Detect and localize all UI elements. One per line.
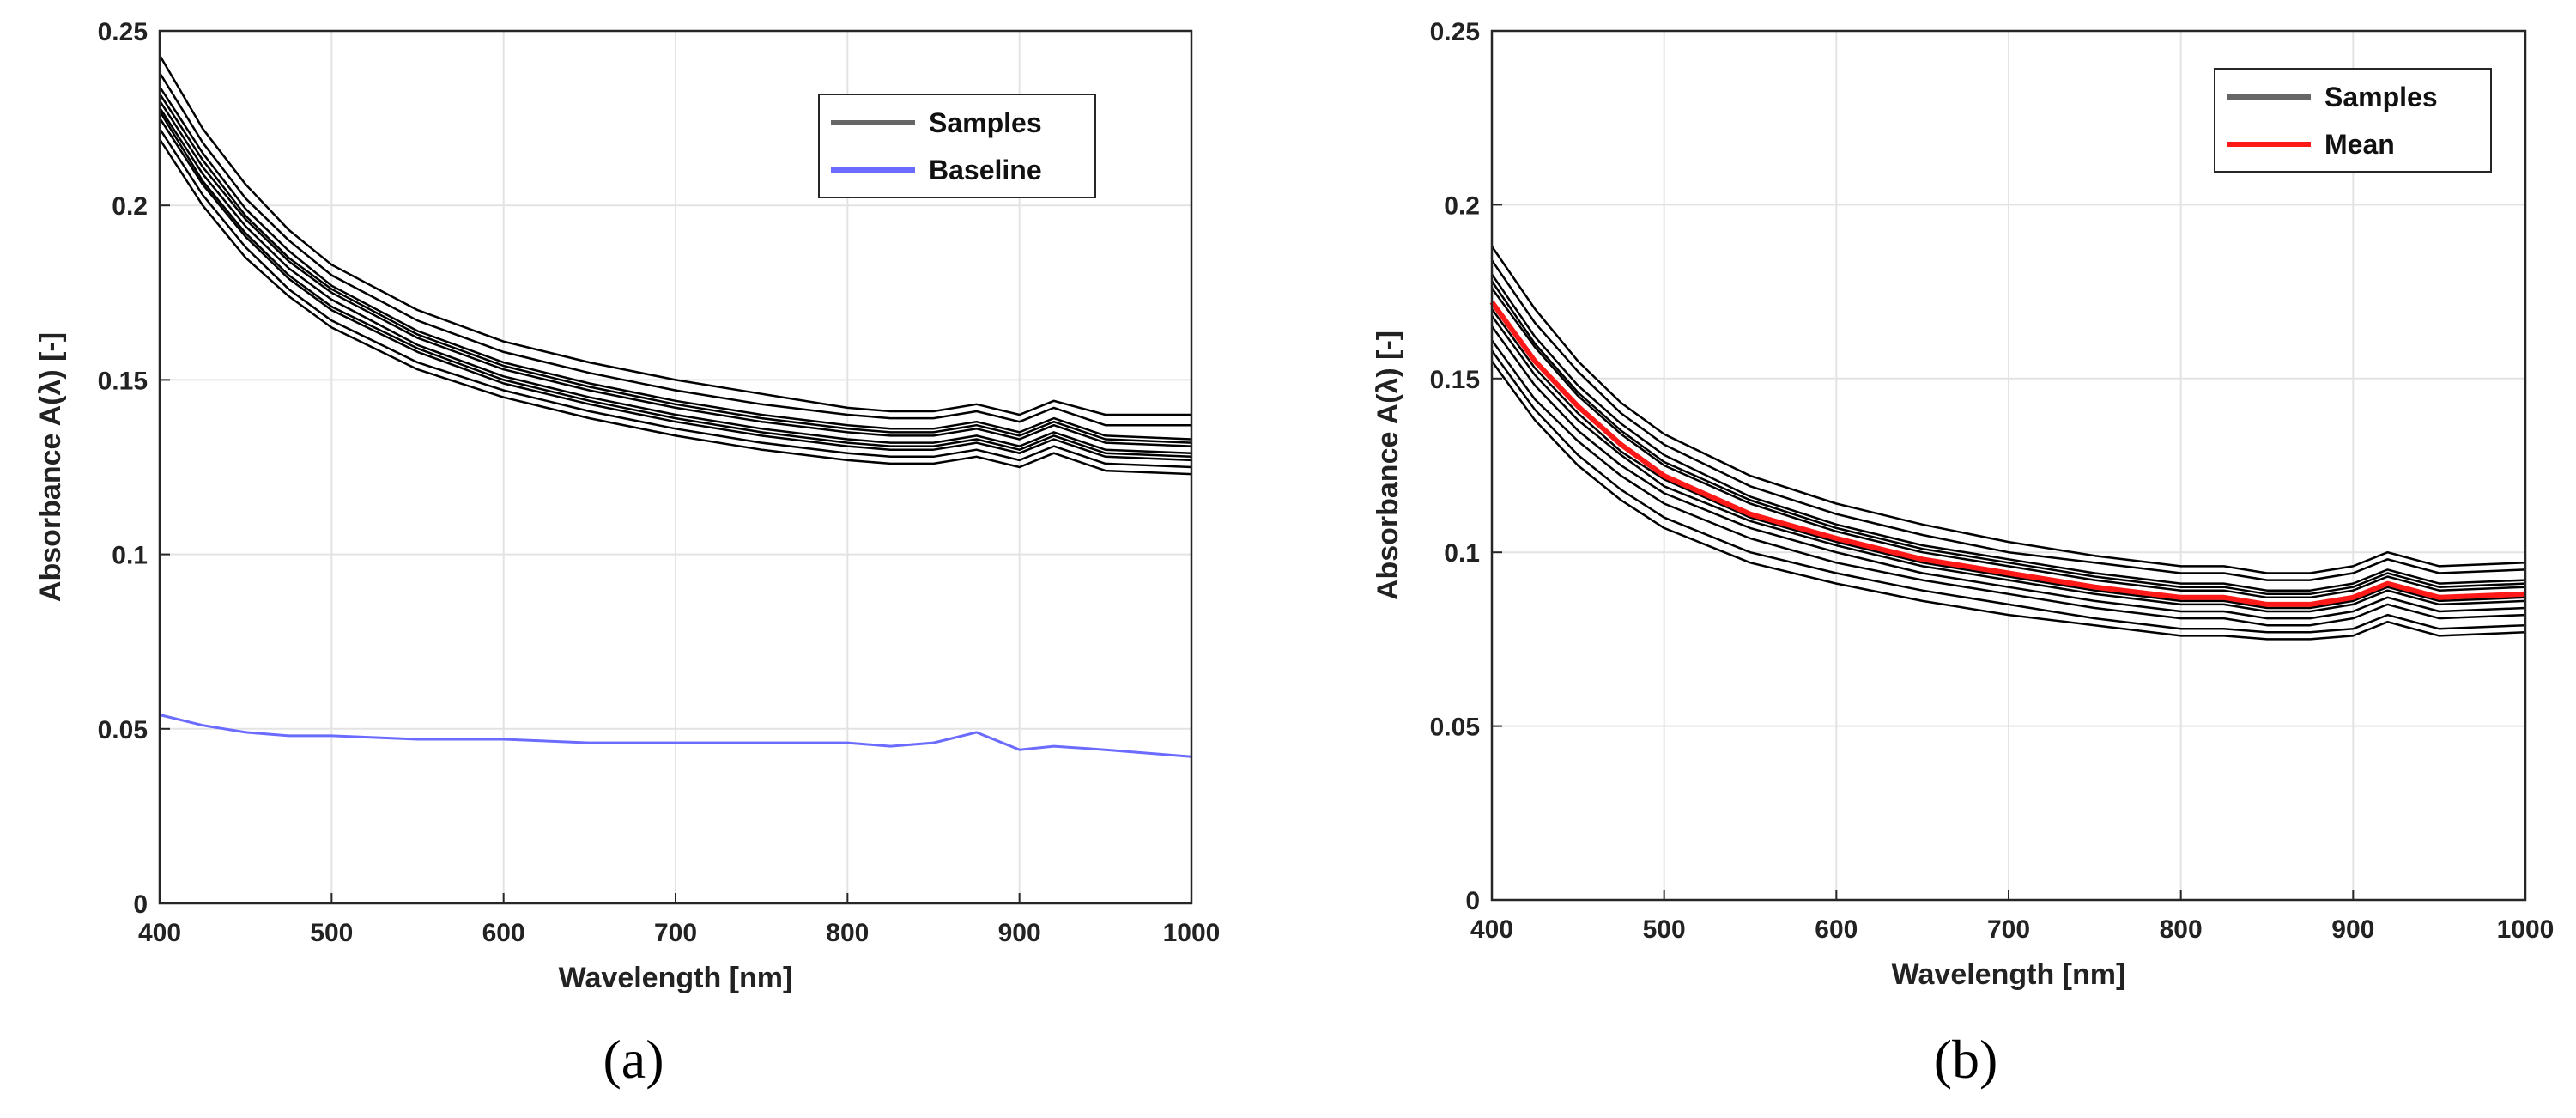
legend-entry-label: Baseline bbox=[929, 155, 1042, 185]
sample-line-8 bbox=[1490, 339, 2526, 627]
chart-panel-a: 400 500 600 700 800 900 1000 0 0.05 0.1 0.15 0.2 0.2… bbox=[34, 18, 1220, 1090]
x-tick-label: 500 bbox=[1643, 915, 1686, 944]
sample-line-3 bbox=[1490, 273, 2526, 592]
sample-line-6 bbox=[158, 117, 1192, 462]
x-tick-label: 400 bbox=[138, 919, 181, 947]
y-tick-label: 0.05 bbox=[98, 716, 148, 744]
sample-line-5 bbox=[158, 106, 1192, 454]
panel-label: (b) bbox=[1934, 1029, 1998, 1090]
sample-line-9 bbox=[1490, 349, 2526, 634]
baseline-line bbox=[159, 714, 1192, 758]
x-tick-label: 1000 bbox=[2497, 915, 2555, 944]
legend-entry-label: Samples bbox=[929, 107, 1042, 138]
x-tick-label: 600 bbox=[1815, 915, 1858, 944]
legend: Samples Baseline bbox=[818, 94, 1096, 198]
legend-entry-label: Mean bbox=[2324, 129, 2395, 160]
x-tick-label: 700 bbox=[1987, 915, 2030, 944]
sample-line-4 bbox=[158, 100, 1192, 447]
y-axis-label: Absorbance A(λ) [-] bbox=[1372, 331, 1404, 600]
y-tick-label: 0.15 bbox=[1430, 366, 1480, 394]
y-tick-label: 0.1 bbox=[112, 542, 148, 570]
legend: Samples Mean bbox=[2214, 68, 2492, 173]
y-tick-label: 0.2 bbox=[112, 192, 148, 221]
y-tick-label: 0 bbox=[1465, 887, 1480, 915]
x-tick-label: 400 bbox=[1470, 915, 1513, 944]
chart-panel-b: 400 500 600 700 800 900 1000 0 0.05 0.1 0.15 0.2 0.2… bbox=[1372, 18, 2554, 1090]
y-tick-label: 0.15 bbox=[98, 367, 148, 395]
y-tick-label: 0.25 bbox=[98, 18, 148, 46]
sample-line-11 bbox=[1490, 280, 2526, 596]
y-axis-label: Absorbance A(λ) [-] bbox=[34, 332, 67, 602]
y-tick-label: 0 bbox=[133, 890, 148, 919]
y-tick-label: 0.25 bbox=[1430, 18, 1480, 46]
sample-line-7 bbox=[1490, 325, 2526, 620]
x-tick-label: 1000 bbox=[1163, 919, 1221, 947]
sample-line-7 bbox=[158, 128, 1192, 469]
x-tick-label: 800 bbox=[826, 919, 869, 947]
sample-line-1 bbox=[1490, 246, 2526, 574]
x-tick-label: 800 bbox=[2160, 915, 2203, 944]
x-axis-label: Wavelength [nm] bbox=[1892, 958, 2126, 991]
legend-box bbox=[818, 94, 1096, 198]
sample-line-1 bbox=[158, 54, 1191, 416]
sample-line-10 bbox=[1490, 360, 2526, 641]
sample-line-6 bbox=[1490, 315, 2526, 613]
y-tick-label: 0.2 bbox=[1444, 191, 1480, 220]
sample-line-9 bbox=[158, 110, 1192, 459]
sample-line-8 bbox=[158, 138, 1192, 476]
x-tick-label: 600 bbox=[482, 919, 525, 947]
legend-box bbox=[2214, 68, 2492, 173]
sample-line-2 bbox=[158, 72, 1191, 427]
sample-line-3 bbox=[158, 86, 1192, 441]
x-tick-label: 700 bbox=[654, 919, 697, 947]
x-tick-label: 900 bbox=[2331, 915, 2374, 944]
sample-line-10 bbox=[158, 93, 1192, 444]
sample-line-2 bbox=[1490, 259, 2526, 581]
sample-line-12 bbox=[1490, 308, 2526, 610]
sample-line-4 bbox=[1490, 287, 2526, 599]
y-tick-label: 0.1 bbox=[1444, 539, 1480, 568]
x-tick-label: 900 bbox=[998, 919, 1041, 947]
y-tick-label: 0.05 bbox=[1430, 714, 1480, 742]
mean-line bbox=[1489, 300, 2526, 607]
x-tick-label: 500 bbox=[310, 919, 353, 947]
legend-entry-label: Samples bbox=[2324, 82, 2438, 112]
panel-label: (a) bbox=[603, 1029, 664, 1090]
x-axis-label: Wavelength [nm] bbox=[559, 962, 793, 994]
